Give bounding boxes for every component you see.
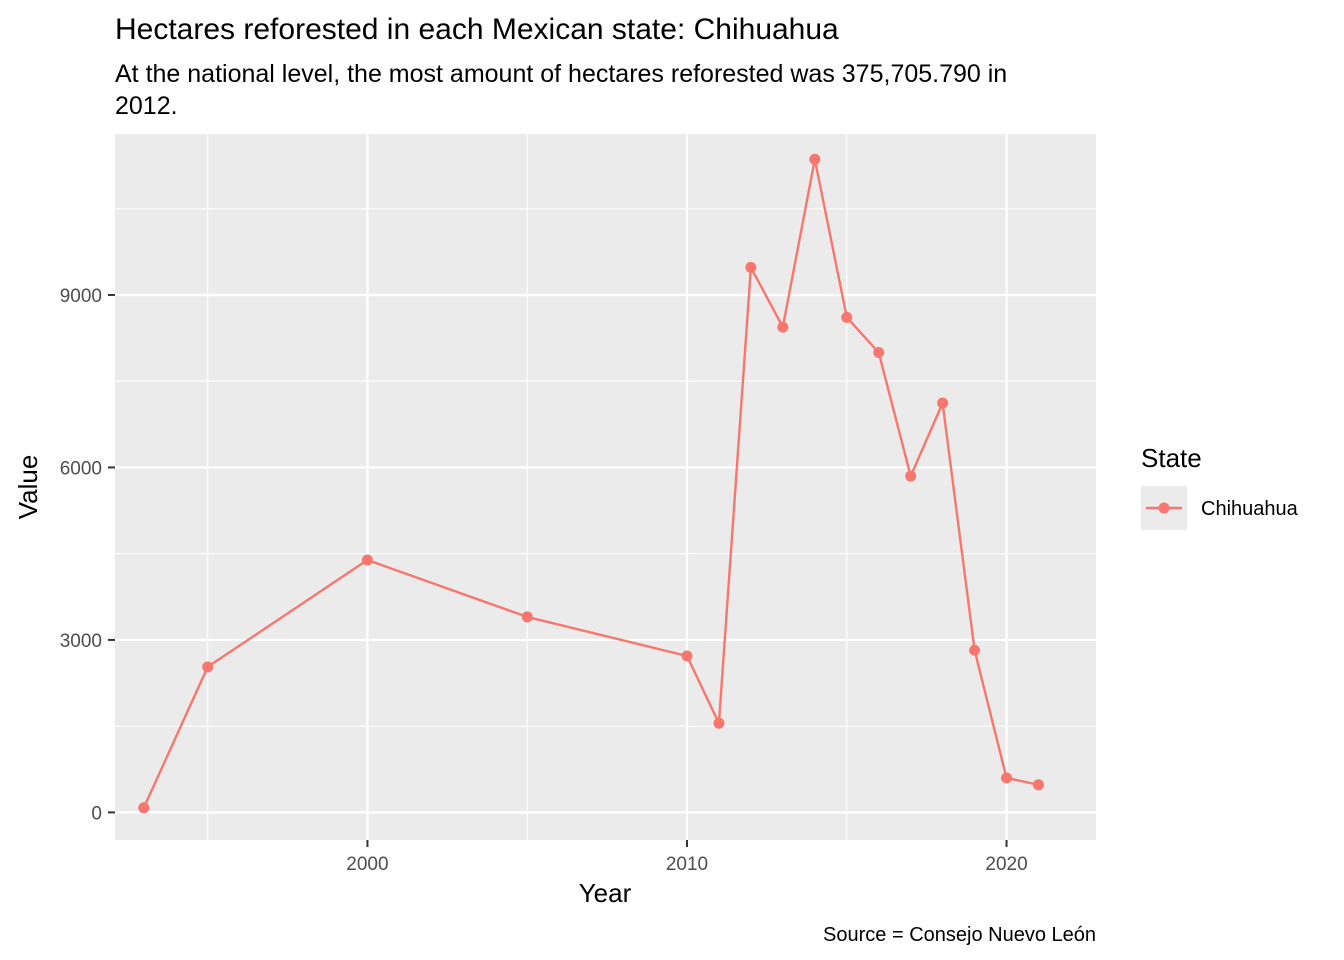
data-point-2010	[681, 650, 693, 662]
chart-title: Hectares reforested in each Mexican stat…	[115, 13, 839, 46]
legend-label-chihuahua: Chihuahua	[1201, 498, 1299, 520]
chart-caption: Source = Consejo Nuevo León	[823, 924, 1096, 946]
plot-panel	[115, 134, 1096, 840]
data-point-2011	[713, 717, 725, 729]
legend-title: State	[1141, 443, 1202, 473]
major-gridlines	[115, 134, 1096, 840]
x-tick-label: 2000	[346, 854, 388, 875]
data-point-2005	[521, 611, 533, 623]
axis-ticks: 2000 2010 2020 0 3000 6000 9000	[60, 286, 1028, 875]
y-axis-title: Value	[13, 455, 43, 520]
data-point-2017	[905, 470, 917, 482]
chart-subtitle-line-1: At the national level, the most amount o…	[115, 60, 1007, 88]
data-point-2015	[841, 311, 853, 323]
x-axis-title: Year	[579, 878, 632, 908]
y-tick-label: 9000	[60, 286, 102, 307]
data-point-2012	[745, 261, 757, 273]
chart-subtitle-line-2: 2012.	[115, 92, 178, 120]
y-tick-label: 6000	[60, 458, 102, 479]
x-tick-label: 2010	[666, 854, 708, 875]
series-layer	[138, 153, 1044, 814]
x-tick-label: 2020	[985, 854, 1027, 875]
data-point-2020	[1001, 772, 1013, 784]
series-line-chihuahua	[142, 158, 1039, 809]
legend-key-point	[1158, 502, 1170, 514]
data-point-2019	[969, 644, 981, 656]
data-point-1993	[138, 802, 150, 814]
data-point-2018	[937, 397, 949, 409]
data-point-2013	[777, 321, 789, 333]
y-tick-label: 3000	[60, 631, 102, 652]
legend: State Chihuahua	[1141, 443, 1299, 530]
data-point-2016	[873, 346, 885, 358]
data-point-2000	[361, 554, 373, 566]
data-point-2014	[809, 153, 821, 165]
data-point-1995	[202, 661, 214, 673]
data-point-2021	[1032, 779, 1044, 791]
y-tick-label: 0	[91, 803, 102, 824]
minor-gridlines	[115, 134, 1096, 840]
